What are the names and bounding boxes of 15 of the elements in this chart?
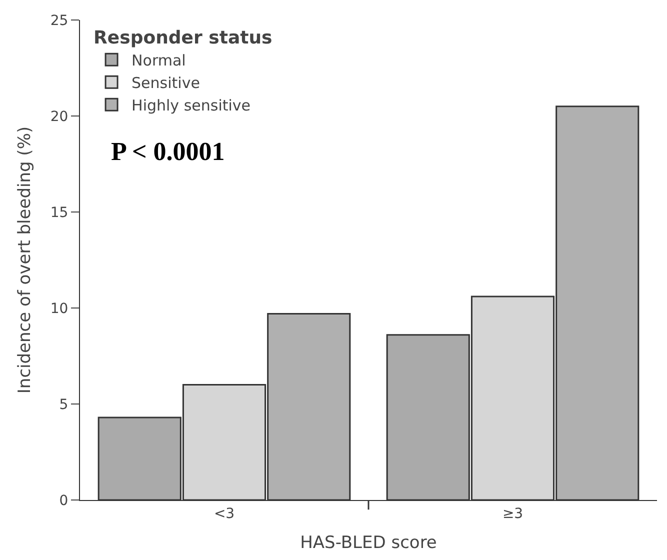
y-axis-title: Incidence of overt bleeding (%) (14, 126, 35, 394)
x-tick-label: <3 (214, 506, 235, 522)
y-tick-label: 0 (59, 492, 68, 509)
y-tick-label: 25 (50, 12, 68, 29)
y-tick-label: 20 (50, 108, 68, 125)
legend-label: Highly sensitive (132, 96, 251, 114)
legend-label: Normal (132, 52, 186, 70)
annotation: P < 0.0001 (111, 137, 225, 166)
y-tick-label: 10 (50, 300, 68, 317)
x-tick-label: ≥3 (502, 506, 524, 522)
legend-label: Sensitive (132, 74, 200, 92)
x-axis-title: HAS-BLED score (300, 533, 437, 554)
legend-title: Responder status (94, 27, 272, 48)
y-tick-label: 15 (50, 204, 68, 221)
y-tick-label: 5 (59, 396, 68, 413)
